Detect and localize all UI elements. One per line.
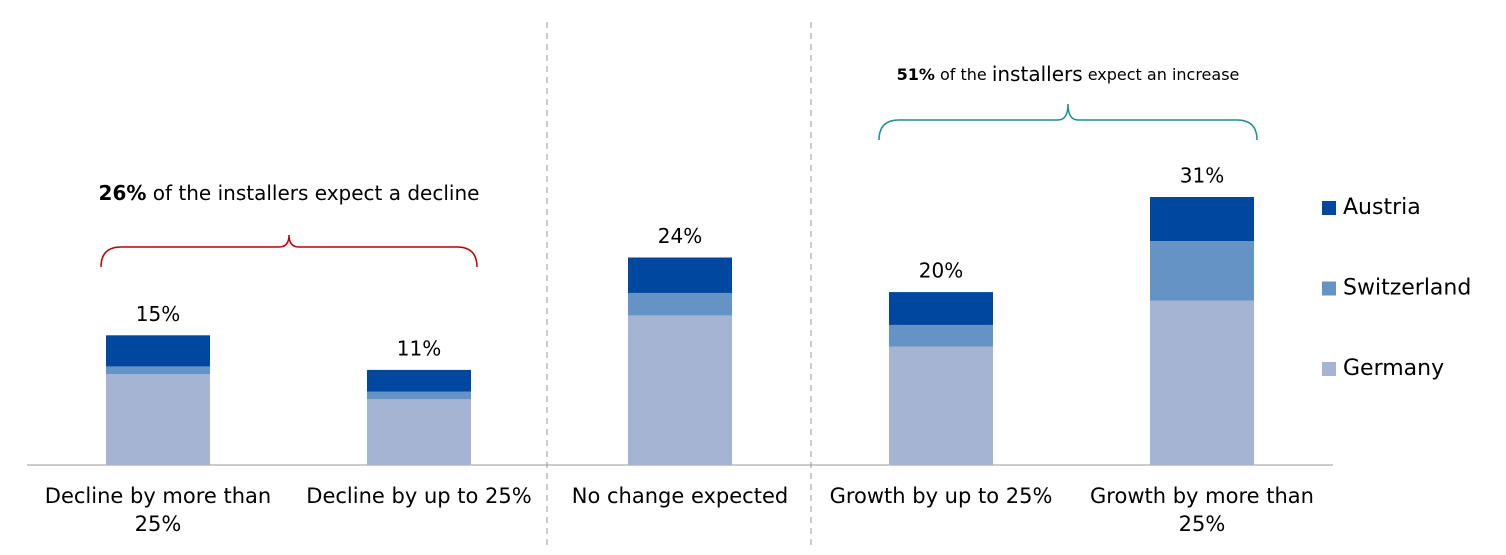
x-tick-label: Decline by up to 25% — [306, 484, 532, 508]
bar-segment — [367, 369, 471, 392]
total-label: 24% — [658, 224, 702, 248]
total-label: 15% — [136, 302, 180, 326]
x-tick-label: Growth by more than 25% — [1090, 484, 1314, 536]
bar-segment — [106, 366, 210, 375]
bar-segment — [628, 257, 732, 293]
annotation: 26% of the installers expect a decline — [99, 181, 480, 205]
annotation-part: of the installers expect a decline — [146, 181, 479, 205]
bracket — [100, 234, 478, 268]
bar-segment — [889, 324, 993, 347]
bar-segment — [367, 399, 471, 465]
bar-segment — [889, 292, 993, 325]
x-tick-label: Decline by more than 25% — [44, 484, 272, 536]
bar-segment — [106, 335, 210, 367]
bar-segment — [1150, 241, 1254, 301]
bar-segment — [628, 292, 732, 316]
total-label: 31% — [1180, 163, 1224, 187]
bar-segment — [628, 315, 732, 465]
legend-swatch — [1322, 201, 1336, 215]
legend-label: Germany — [1343, 356, 1444, 381]
annotation: 51% of the installers expect an increase — [897, 62, 1240, 86]
annotation-part: of the — [935, 65, 992, 84]
bar-segment — [106, 374, 210, 465]
bar-segment — [1150, 196, 1254, 242]
legend-swatch — [1322, 362, 1336, 376]
annotation-part: 51% — [897, 65, 935, 84]
total-label: 20% — [919, 259, 963, 283]
annotation-part: 26% — [99, 181, 147, 205]
bar-segment — [1150, 300, 1254, 465]
legend-label: Austria — [1343, 195, 1421, 220]
legend-label: Switzerland — [1343, 276, 1471, 301]
annotation-part: expect an increase — [1083, 65, 1240, 84]
legend-swatch — [1322, 281, 1336, 296]
bar-segment — [889, 346, 993, 465]
total-label: 11% — [397, 336, 441, 360]
annotation-part: installers — [992, 62, 1083, 86]
x-tick-label: Growth by up to 25% — [829, 484, 1053, 508]
bracket — [878, 103, 1258, 141]
x-tick-label: No change expected — [571, 484, 789, 508]
bar-segment — [367, 391, 471, 400]
